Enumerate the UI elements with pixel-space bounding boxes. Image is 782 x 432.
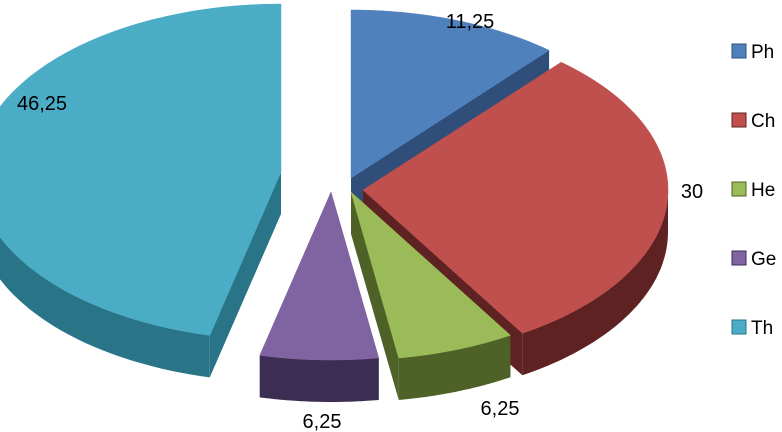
legend-item-he: He (731, 180, 775, 201)
legend-swatch (731, 250, 747, 266)
data-label-ph: 11,25 (446, 11, 495, 33)
legend-swatch (731, 181, 747, 197)
data-label-he: 6,25 (481, 398, 520, 420)
slice-side-th (209, 172, 281, 378)
slice-th (0, 3, 282, 378)
legend-item-ch: Ch (731, 111, 775, 132)
slice-he (350, 191, 511, 400)
slice-wall-ge (259, 355, 379, 402)
legend-label: Ch (751, 111, 775, 132)
legend-swatch (731, 43, 747, 59)
legend-label: Ge (751, 249, 776, 270)
legend-label: Th (751, 318, 773, 339)
pie-slices (0, 3, 669, 402)
legend-swatch (731, 112, 747, 128)
slice-wall-ch (522, 190, 668, 376)
slice-wall-he (398, 335, 511, 400)
legend-label: He (751, 180, 775, 201)
legend-swatch (731, 319, 747, 335)
legend: Ph Ch He Ge Th (731, 42, 776, 339)
slice-top-th (0, 3, 282, 336)
data-label-ge: 6,25 (303, 411, 342, 432)
legend-item-th: Th (731, 318, 773, 339)
legend-label: Ph (751, 42, 774, 63)
slice-top-ph (350, 9, 550, 179)
slice-ge (259, 191, 380, 402)
slice-top-ge (259, 191, 380, 361)
data-label-ch: 30 (681, 181, 703, 203)
slice-side-he (351, 192, 399, 400)
slice-top-he (350, 191, 511, 359)
data-labels: 11,25 30 6,25 6,25 46,25 (17, 11, 703, 432)
legend-item-ge: Ge (731, 249, 776, 270)
slice-wall-th (0, 237, 210, 378)
legend-item-ph: Ph (731, 42, 774, 63)
data-label-th: 46,25 (17, 93, 67, 115)
slice-top-ch (362, 62, 669, 334)
